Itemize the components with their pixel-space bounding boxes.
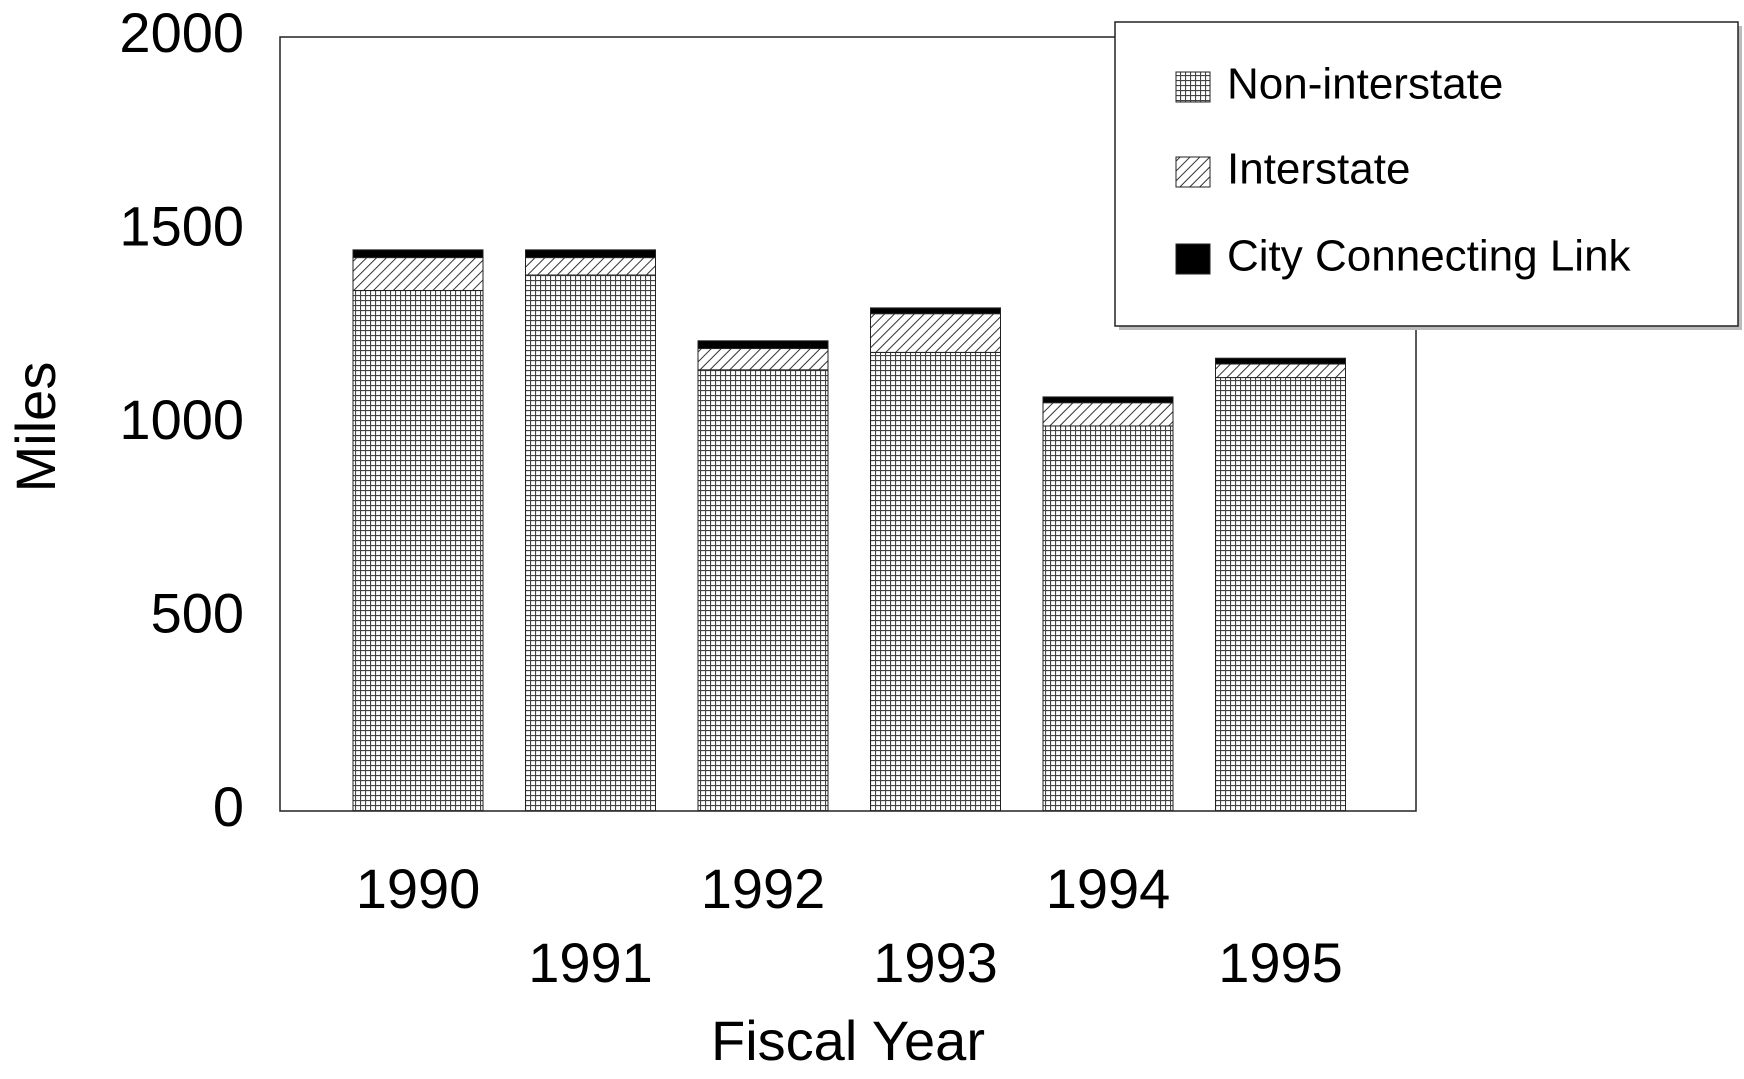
bar-segment — [352, 289, 484, 812]
legend-swatch — [1175, 71, 1211, 103]
bar-segment — [1215, 363, 1346, 379]
bar-segment — [352, 249, 484, 259]
x-tick-label: 1992 — [701, 857, 826, 920]
bar-segment — [352, 257, 484, 291]
legend-label: City Connecting Link — [1227, 232, 1632, 281]
bar-segment — [697, 348, 829, 371]
legend-swatch — [1175, 243, 1211, 275]
y-tick-label: 0 — [213, 775, 244, 838]
bar-segment — [1042, 425, 1174, 812]
bar-segment — [1042, 396, 1174, 404]
legend-box — [1114, 21, 1739, 327]
bar-segment — [525, 274, 656, 812]
y-tick-label: 500 — [151, 581, 244, 644]
y-tick-label: 1500 — [119, 194, 244, 257]
y-tick-label: 1000 — [119, 388, 244, 451]
bar-segment — [697, 369, 829, 812]
x-tick-label: 1995 — [1218, 931, 1343, 994]
bar-segment — [525, 257, 656, 276]
legend-swatch — [1175, 156, 1211, 188]
x-tick-label: 1994 — [1046, 857, 1171, 920]
x-tick-label: 1993 — [873, 931, 998, 994]
x-axis-title: Fiscal Year — [711, 1009, 985, 1072]
y-tick-label: 2000 — [119, 1, 244, 64]
bar-segment — [870, 307, 1001, 315]
legend-label: Interstate — [1227, 145, 1410, 194]
bar-segment — [1215, 357, 1346, 365]
x-tick-label: 1991 — [528, 931, 653, 994]
bar-segment — [525, 249, 656, 259]
bar-segment — [1215, 377, 1346, 812]
bar-segment — [697, 340, 829, 350]
bar-segment — [1042, 402, 1174, 427]
plot-frame — [279, 36, 1417, 812]
x-tick-label: 1990 — [356, 857, 481, 920]
legend-label: Non-interstate — [1227, 60, 1503, 109]
bar-segment — [870, 351, 1001, 812]
bar-segment — [870, 313, 1001, 353]
y-axis-title: Miles — [4, 362, 67, 493]
